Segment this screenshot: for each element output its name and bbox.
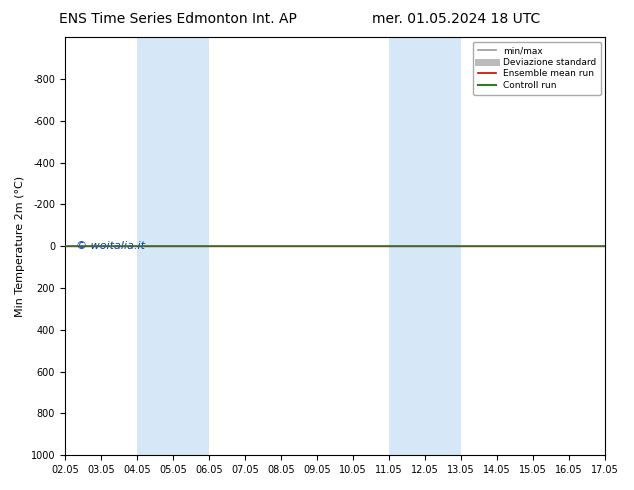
Bar [389, 37, 461, 455]
Bar [137, 37, 209, 455]
Text: ENS Time Series Edmonton Int. AP: ENS Time Series Edmonton Int. AP [58, 12, 297, 26]
Legend: min/max, Deviazione standard, Ensemble mean run, Controll run: min/max, Deviazione standard, Ensemble m… [473, 42, 600, 95]
Text: mer. 01.05.2024 18 UTC: mer. 01.05.2024 18 UTC [372, 12, 541, 26]
Text: © woitalia.it: © woitalia.it [75, 241, 145, 251]
Y-axis label: Min Temperature 2m (°C): Min Temperature 2m (°C) [15, 175, 25, 317]
